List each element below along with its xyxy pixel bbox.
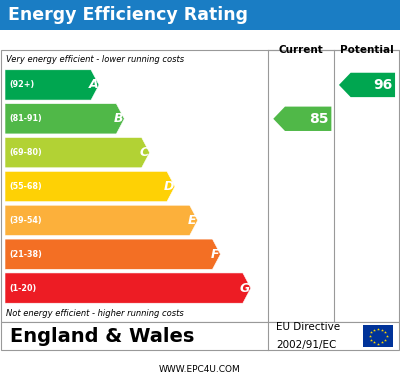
Text: (81-91): (81-91) — [9, 114, 42, 123]
Polygon shape — [5, 171, 175, 202]
Text: (55-68): (55-68) — [9, 182, 42, 191]
Text: (92+): (92+) — [9, 80, 34, 89]
Text: EU Directive: EU Directive — [276, 322, 340, 332]
Bar — [1, 322, 399, 350]
Text: WWW.EPC4U.COM: WWW.EPC4U.COM — [159, 364, 241, 374]
Text: E: E — [188, 214, 197, 227]
Bar — [0, 0, 400, 30]
Text: Potential: Potential — [340, 45, 394, 55]
Text: B: B — [114, 112, 123, 125]
Text: Current: Current — [279, 45, 323, 55]
Text: Not energy efficient - higher running costs: Not energy efficient - higher running co… — [6, 309, 184, 318]
Text: C: C — [140, 146, 149, 159]
Polygon shape — [5, 239, 220, 269]
Text: F: F — [211, 248, 220, 261]
Polygon shape — [5, 273, 251, 303]
Text: Very energy efficient - lower running costs: Very energy efficient - lower running co… — [6, 54, 184, 64]
Polygon shape — [5, 137, 150, 168]
Polygon shape — [339, 73, 395, 97]
Bar — [363, 325, 393, 347]
Text: G: G — [240, 282, 250, 294]
Bar — [1, 50, 399, 322]
Text: D: D — [164, 180, 174, 193]
Text: Energy Efficiency Rating: Energy Efficiency Rating — [8, 6, 248, 24]
Text: 96: 96 — [373, 78, 392, 92]
Text: (1-20): (1-20) — [9, 284, 36, 293]
Text: (39-54): (39-54) — [9, 216, 42, 225]
Text: 85: 85 — [309, 112, 328, 126]
Text: (21-38): (21-38) — [9, 250, 42, 259]
Polygon shape — [5, 205, 198, 236]
Polygon shape — [273, 107, 331, 131]
Text: (69-80): (69-80) — [9, 148, 42, 157]
Text: A: A — [88, 78, 98, 92]
Polygon shape — [5, 70, 99, 100]
Text: 2002/91/EC: 2002/91/EC — [276, 340, 336, 350]
Text: England & Wales: England & Wales — [10, 326, 194, 345]
Polygon shape — [5, 104, 124, 134]
